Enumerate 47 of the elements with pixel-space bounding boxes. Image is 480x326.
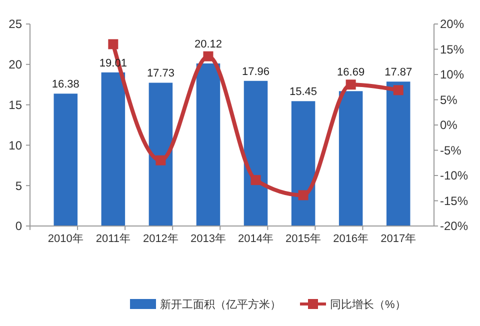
y2-tick-label: 20%	[440, 17, 464, 32]
x-tick-label: 2016年	[333, 233, 369, 245]
x-tick-label: 2017年	[380, 233, 416, 245]
bar	[148, 82, 173, 226]
legend-label: 同比增长（%）	[330, 298, 406, 311]
bar	[244, 80, 268, 226]
point	[108, 39, 118, 50]
y-tick-label: 15	[8, 98, 22, 112]
bar	[338, 91, 363, 226]
point	[203, 51, 214, 62]
y2-tick-label: -10%	[440, 168, 468, 183]
data-label: 17.96	[242, 66, 270, 78]
y2-tick-label: 10%	[440, 68, 464, 82]
legend-label: 新开工面积（亿平方米）	[160, 298, 281, 311]
data-label: 20.12	[194, 38, 222, 50]
data-label: 15.45	[290, 86, 318, 98]
point	[156, 155, 166, 166]
data-label: 16.69	[337, 66, 365, 79]
x-tick-label: 2010年	[48, 233, 84, 245]
y-tick-label: 25	[8, 17, 22, 32]
y2-tick-label: -20%	[440, 219, 468, 234]
bar	[291, 101, 316, 226]
bar	[386, 82, 410, 226]
x-tick-label: 2011年	[96, 233, 131, 245]
data-label: 17.73	[146, 68, 174, 80]
y2-tick-label: -5%	[440, 143, 462, 158]
y-tick-label: 10	[8, 138, 22, 152]
x-tick-label: 2012年	[142, 233, 178, 245]
y2-tick-label: 15%	[440, 42, 464, 56]
point	[298, 190, 308, 200]
y2-tick-label: -15%	[440, 194, 468, 208]
bar	[101, 72, 126, 226]
point	[346, 80, 356, 90]
y-tick-label: 0	[15, 219, 22, 234]
point	[250, 175, 261, 186]
x-tick-label: 2013年	[190, 233, 226, 245]
y-tick-label: 5	[15, 178, 22, 193]
x-tick-label: 2015年	[286, 233, 322, 245]
data-label: 17.87	[384, 66, 412, 79]
bar	[54, 94, 78, 226]
y2-tick-label: 0%	[440, 118, 458, 132]
y2-tick-label: 5%	[440, 92, 458, 107]
point	[393, 85, 404, 96]
x-tick-label: 2014年	[238, 233, 274, 245]
bar	[196, 63, 220, 226]
y-tick-label: 20	[8, 58, 22, 72]
data-label: 16.38	[52, 78, 80, 91]
